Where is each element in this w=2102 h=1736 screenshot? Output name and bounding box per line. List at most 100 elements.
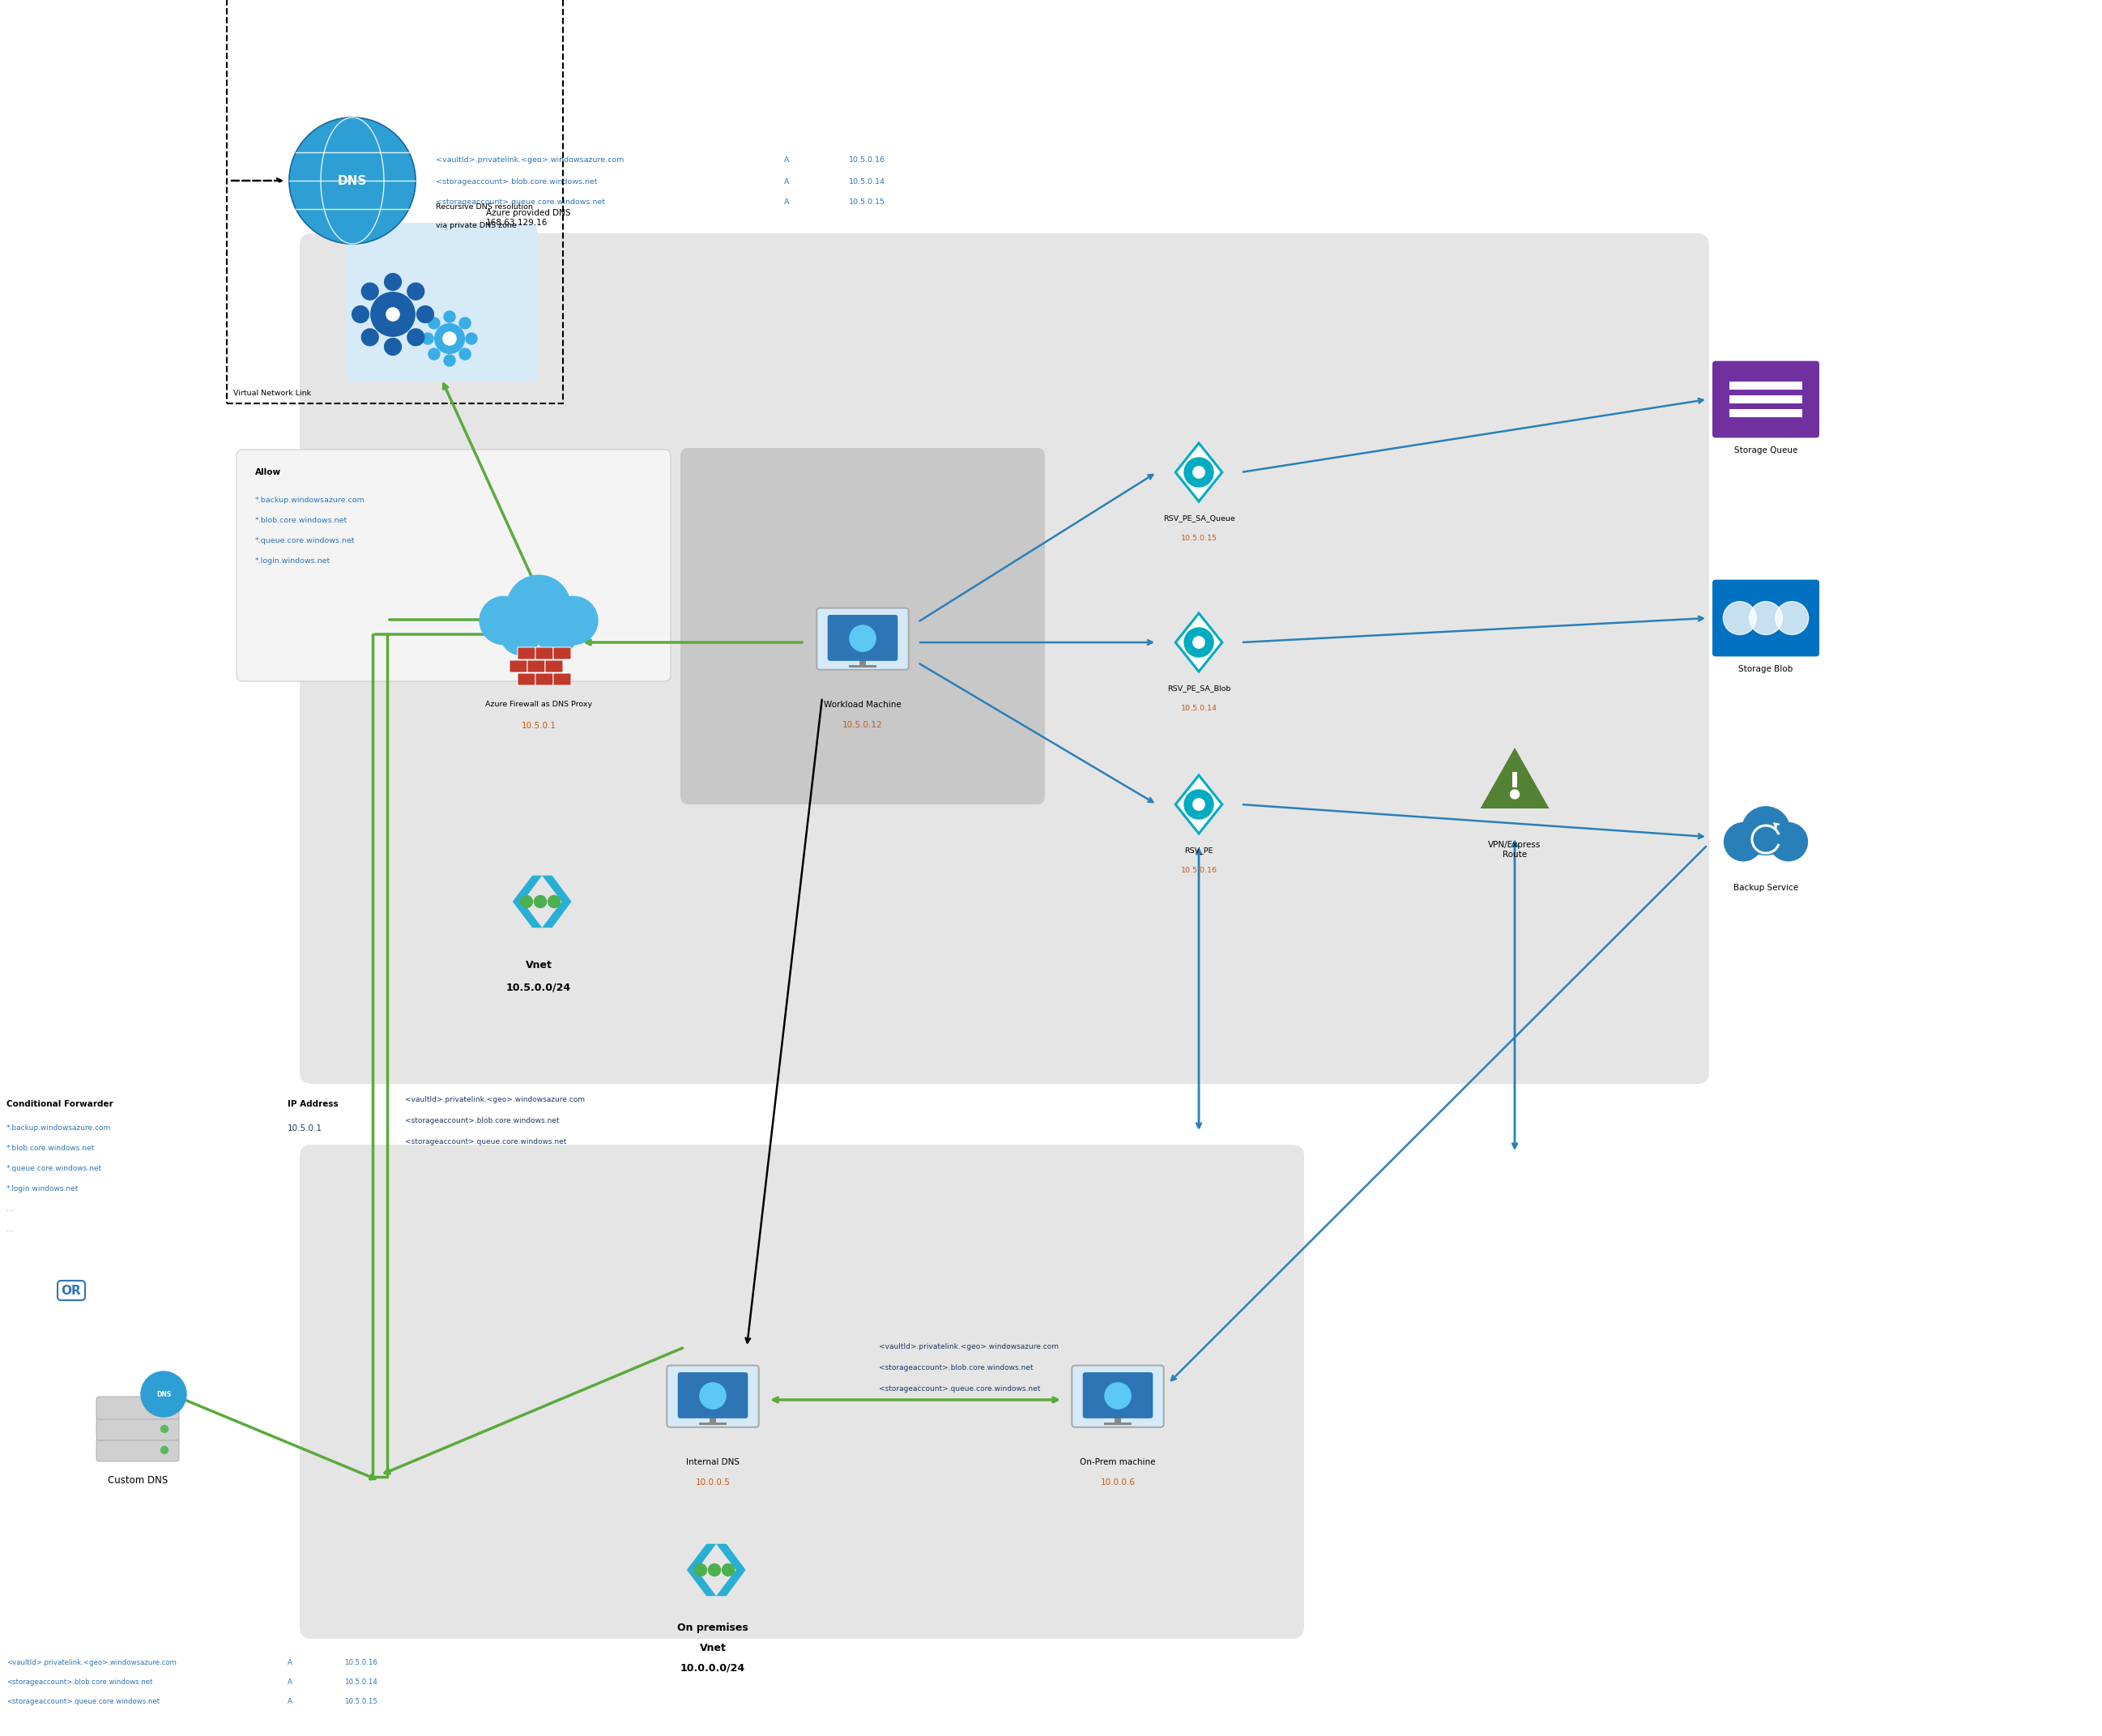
Polygon shape [1175, 443, 1221, 502]
Circle shape [479, 597, 528, 644]
FancyBboxPatch shape [238, 450, 671, 681]
Text: <storageaccount>.blob.core.windows.net: <storageaccount>.blob.core.windows.net [435, 177, 597, 186]
Text: DNS: DNS [338, 175, 368, 187]
Text: 10.5.0.15: 10.5.0.15 [1181, 535, 1217, 542]
Circle shape [387, 307, 399, 321]
FancyBboxPatch shape [97, 1439, 179, 1462]
Text: <storageaccount>.queue.core.windows.net: <storageaccount>.queue.core.windows.net [406, 1139, 568, 1146]
Circle shape [1106, 1384, 1131, 1410]
Text: <vaultId>.privatelink.<geo>.windowsazure.com: <vaultId>.privatelink.<geo>.windowsazure… [435, 156, 624, 163]
Text: IP Address: IP Address [288, 1101, 338, 1108]
Circle shape [416, 306, 433, 323]
FancyBboxPatch shape [828, 615, 898, 661]
Text: 10.5.0.14: 10.5.0.14 [849, 177, 885, 186]
Circle shape [160, 1425, 168, 1432]
Text: A: A [288, 1660, 292, 1667]
FancyBboxPatch shape [544, 660, 563, 672]
Text: RSV_PE: RSV_PE [1183, 847, 1213, 854]
Circle shape [700, 1384, 725, 1410]
Circle shape [507, 575, 572, 639]
Circle shape [723, 1564, 734, 1576]
Bar [1730, 382, 1801, 391]
Text: 10.0.0.0/24: 10.0.0.0/24 [681, 1663, 746, 1674]
Circle shape [1183, 790, 1213, 819]
Text: 10.5.0.16: 10.5.0.16 [345, 1660, 378, 1667]
Polygon shape [1175, 613, 1221, 672]
Circle shape [1509, 790, 1520, 799]
FancyBboxPatch shape [301, 233, 1709, 1083]
Text: A: A [784, 200, 790, 207]
Text: *.backup.windowsazure.com: *.backup.windowsazure.com [6, 1125, 111, 1132]
Bar [1104, 1422, 1131, 1425]
Circle shape [849, 625, 877, 651]
Text: 10.5.0.1: 10.5.0.1 [288, 1125, 322, 1132]
FancyBboxPatch shape [1072, 1366, 1165, 1427]
Circle shape [1194, 799, 1204, 811]
Circle shape [435, 323, 465, 354]
Circle shape [1724, 601, 1757, 635]
Text: On premises: On premises [677, 1623, 748, 1634]
Bar [698, 1422, 727, 1425]
Circle shape [1183, 458, 1213, 486]
Circle shape [708, 1564, 721, 1576]
Circle shape [141, 1371, 187, 1417]
Text: Vnet: Vnet [700, 1642, 725, 1653]
Text: *.login.windows.net: *.login.windows.net [6, 1186, 80, 1193]
Circle shape [160, 1446, 168, 1453]
FancyBboxPatch shape [553, 648, 572, 660]
Text: DNS: DNS [156, 1391, 170, 1397]
FancyBboxPatch shape [677, 1371, 748, 1418]
Text: <storageaccount>.queue.core.windows.net: <storageaccount>.queue.core.windows.net [879, 1385, 1040, 1392]
Bar [1513, 773, 1518, 788]
Circle shape [1743, 807, 1791, 854]
FancyBboxPatch shape [1713, 580, 1820, 656]
FancyBboxPatch shape [536, 674, 553, 686]
Text: <vaultId>.privatelink.<geo>.windowsazure.com: <vaultId>.privatelink.<geo>.windowsazure… [406, 1095, 584, 1104]
Text: A: A [784, 177, 790, 186]
Circle shape [408, 328, 425, 345]
Bar [708, 1417, 717, 1424]
Text: Vnet: Vnet [526, 960, 553, 970]
Text: <storageaccount>.queue.core.windows.net: <storageaccount>.queue.core.windows.net [6, 1698, 160, 1705]
Text: VPN/Express
Route: VPN/Express Route [1488, 840, 1541, 858]
FancyBboxPatch shape [681, 448, 1045, 804]
Circle shape [444, 354, 456, 366]
Text: *.blob.core.windows.net: *.blob.core.windows.net [254, 517, 347, 524]
Text: <storageaccount>.blob.core.windows.net: <storageaccount>.blob.core.windows.net [406, 1116, 559, 1125]
FancyBboxPatch shape [536, 648, 553, 660]
Circle shape [429, 349, 439, 359]
Text: 10.5.0.12: 10.5.0.12 [843, 720, 883, 729]
Text: *.blob.core.windows.net: *.blob.core.windows.net [6, 1144, 95, 1153]
Circle shape [534, 896, 547, 908]
FancyBboxPatch shape [553, 674, 572, 686]
Circle shape [1183, 628, 1213, 656]
Text: 10.5.0.14: 10.5.0.14 [1181, 705, 1217, 712]
Text: Conditional Forwarder: Conditional Forwarder [6, 1101, 114, 1108]
Text: via private DNS zone: via private DNS zone [435, 222, 517, 229]
Text: <storageaccount>.blob.core.windows.net: <storageaccount>.blob.core.windows.net [879, 1364, 1034, 1371]
FancyBboxPatch shape [1083, 1371, 1152, 1418]
Text: Virtual Network Link: Virtual Network Link [233, 389, 311, 398]
Text: <vaultId>.privatelink.<geo>.windowsazure.com: <vaultId>.privatelink.<geo>.windowsazure… [879, 1344, 1059, 1351]
Circle shape [385, 274, 401, 290]
Circle shape [385, 339, 401, 356]
Text: Azure provided DNS
168.63.129.16: Azure provided DNS 168.63.129.16 [486, 208, 570, 226]
Text: Storage Blob: Storage Blob [1738, 665, 1793, 674]
FancyBboxPatch shape [666, 1366, 759, 1427]
FancyBboxPatch shape [528, 660, 544, 672]
Circle shape [460, 349, 471, 359]
Circle shape [351, 306, 368, 323]
Circle shape [1770, 823, 1808, 861]
Text: <vaultId>.privatelink.<geo>.windowsazure.com: <vaultId>.privatelink.<geo>.windowsazure… [6, 1660, 177, 1667]
Text: 10.5.0.15: 10.5.0.15 [849, 200, 885, 207]
FancyBboxPatch shape [301, 1144, 1303, 1639]
Bar [227, 0, 563, 403]
Circle shape [408, 283, 425, 300]
Text: A: A [288, 1698, 292, 1705]
FancyBboxPatch shape [97, 1396, 179, 1420]
Text: <storageaccount>.queue.core.windows.net: <storageaccount>.queue.core.windows.net [435, 200, 605, 207]
Circle shape [160, 1404, 168, 1411]
Text: *.backup.windowsazure.com: *.backup.windowsazure.com [254, 496, 366, 503]
Circle shape [467, 333, 477, 344]
Bar [860, 660, 866, 667]
